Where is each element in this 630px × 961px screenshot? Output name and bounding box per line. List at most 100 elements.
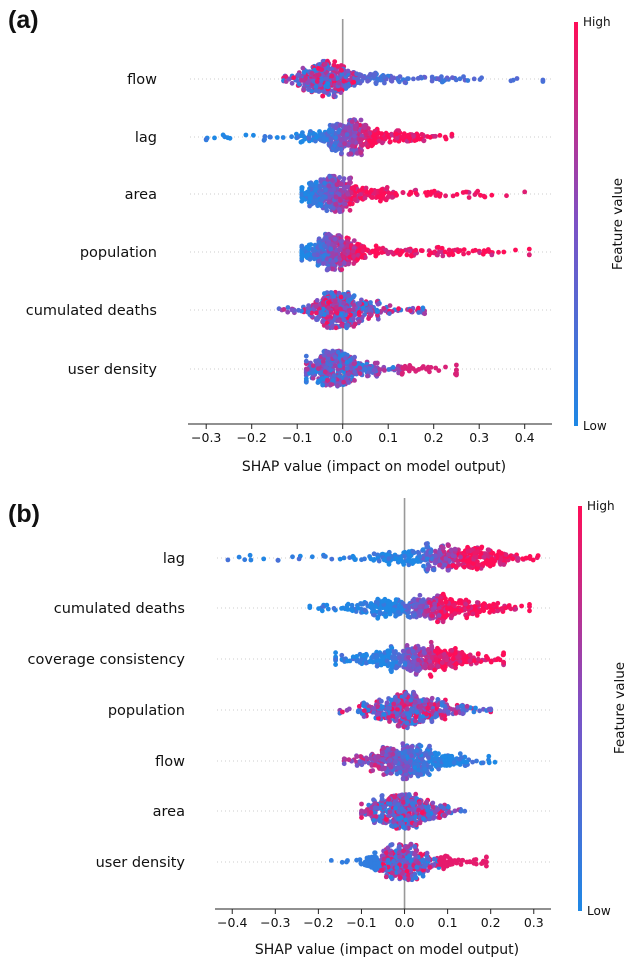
- shap-point: [341, 300, 346, 306]
- shap-point: [360, 601, 366, 607]
- shap-point: [376, 138, 382, 144]
- shap-point: [412, 700, 418, 705]
- shap-point: [498, 556, 504, 562]
- shap-point: [337, 363, 343, 369]
- shap-point: [431, 567, 437, 573]
- shap-point: [423, 541, 429, 547]
- shap-point: [344, 132, 350, 137]
- shap-point: [413, 604, 418, 609]
- shap-point: [386, 194, 391, 200]
- shap-point: [338, 181, 344, 187]
- shap-point: [305, 80, 310, 86]
- shap-point: [354, 754, 360, 759]
- x-tick-label: 0.0: [333, 430, 353, 445]
- shap-point: [458, 554, 463, 560]
- shap-point: [427, 134, 433, 140]
- shap-point: [319, 67, 325, 72]
- shap-point: [381, 557, 387, 563]
- shap-point: [446, 543, 451, 549]
- shap-point: [307, 131, 313, 137]
- shap-point: [429, 643, 434, 649]
- shap-point: [454, 192, 460, 197]
- shap-point: [335, 383, 340, 389]
- shap-point: [486, 707, 492, 713]
- shap-point: [351, 79, 357, 85]
- shap-point: [390, 654, 395, 660]
- shap-point: [419, 365, 425, 371]
- shap-point: [406, 715, 412, 720]
- shap-point: [420, 305, 426, 311]
- shap-point: [333, 662, 338, 667]
- shap-point: [391, 701, 397, 707]
- shap-point: [466, 558, 471, 563]
- shap-point: [470, 611, 476, 617]
- shap-point: [344, 366, 350, 371]
- shap-point: [354, 71, 359, 77]
- shap-point: [433, 558, 438, 563]
- shap-point: [286, 76, 292, 82]
- x-tick-label: 0.1: [378, 430, 398, 445]
- shap-point: [314, 310, 319, 316]
- shap-point: [364, 247, 370, 253]
- shap-point: [337, 175, 342, 180]
- shap-point: [451, 602, 457, 608]
- shap-point: [409, 707, 415, 713]
- shap-point: [437, 562, 442, 568]
- shap-point: [357, 301, 362, 306]
- shap-point: [341, 317, 347, 323]
- shap-point: [324, 208, 330, 214]
- shap-point: [348, 151, 354, 157]
- shap-point: [336, 192, 342, 197]
- x-tick-label: 0.4: [515, 430, 535, 445]
- shap-point: [390, 365, 396, 370]
- shap-point: [345, 68, 351, 74]
- shap-point: [381, 712, 387, 717]
- shap-point: [429, 78, 435, 84]
- shap-point: [356, 310, 362, 315]
- shap-point: [290, 554, 295, 560]
- shap-point: [361, 653, 366, 658]
- shap-point: [475, 188, 481, 194]
- shap-point: [299, 133, 304, 138]
- shap-point: [466, 250, 471, 256]
- shap-point: [344, 184, 350, 190]
- shap-point: [398, 659, 403, 665]
- shap-point: [373, 80, 379, 86]
- shap-point: [330, 377, 336, 383]
- shap-point: [427, 191, 432, 197]
- shap-point: [321, 553, 327, 559]
- shap-point: [342, 141, 347, 147]
- shap-point: [331, 373, 337, 379]
- shap-point: [354, 654, 359, 659]
- shap-point: [369, 187, 374, 193]
- shap-point: [490, 607, 496, 613]
- shap-point: [396, 128, 402, 134]
- shap-point: [346, 371, 352, 377]
- shap-point: [377, 367, 383, 372]
- shap-point: [435, 619, 440, 625]
- shap-point: [488, 659, 494, 665]
- shap-point: [457, 751, 463, 757]
- shap-point: [464, 615, 470, 621]
- shap-point: [329, 324, 335, 329]
- shap-point: [347, 207, 353, 213]
- shap-point: [489, 192, 495, 198]
- shap-point: [421, 664, 427, 670]
- shap-point: [453, 77, 459, 83]
- shap-point: [355, 605, 361, 611]
- shap-point: [375, 251, 381, 256]
- shap-point: [289, 307, 295, 313]
- shap-point: [474, 600, 480, 605]
- shap-point: [501, 660, 506, 666]
- shap-point: [321, 135, 327, 141]
- shap-point: [418, 248, 424, 253]
- x-tick-label: 0.2: [424, 430, 444, 445]
- shap-point: [329, 73, 335, 79]
- shap-point: [371, 706, 377, 711]
- shap-point: [443, 193, 448, 199]
- shap-point: [332, 354, 338, 360]
- shap-point: [313, 88, 319, 93]
- shap-point: [393, 665, 399, 671]
- shap-point: [453, 710, 459, 716]
